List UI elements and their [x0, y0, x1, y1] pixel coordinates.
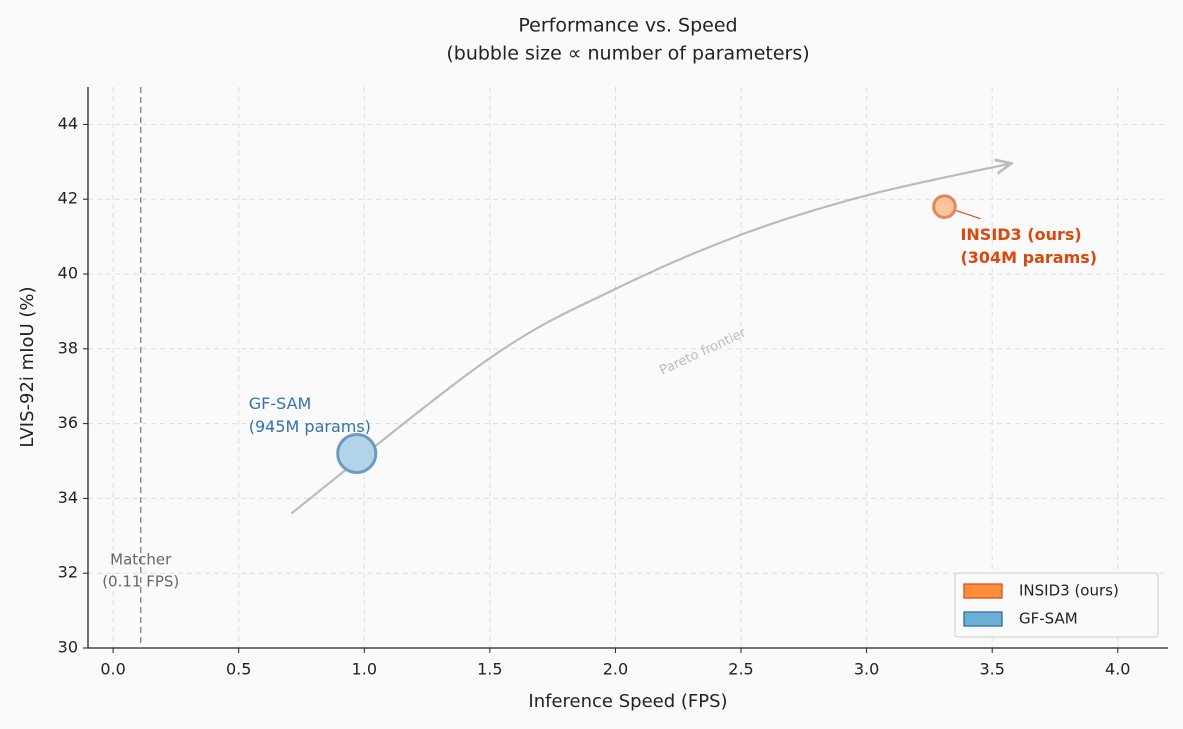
chart-subtitle: (bubble size ∝ number of parameters) [446, 43, 809, 65]
x-axis-label: Inference Speed (FPS) [528, 691, 727, 712]
y-tick-label: 40 [58, 264, 78, 283]
legend-box [954, 572, 1159, 638]
reference-label: Matcher [110, 551, 172, 569]
reference-label: (0.11 FPS) [102, 573, 179, 591]
frontier-label: Pareto frontier [658, 325, 750, 378]
x-tick-label: 0.0 [100, 660, 125, 679]
bubble-annotation: (304M params) [960, 248, 1097, 267]
bubble-annotation: GF-SAM [249, 394, 312, 413]
legend-label: GF-SAM [1019, 610, 1078, 628]
y-tick-label: 44 [58, 114, 78, 133]
x-tick-label: 2.0 [603, 660, 628, 679]
pareto-frontier [290, 164, 1009, 515]
x-tick-label: 1.5 [477, 660, 502, 679]
legend-swatch [963, 583, 1003, 599]
chart-title: Performance vs. Speed [518, 15, 737, 37]
legend-swatch [963, 611, 1003, 627]
legend-label: INSID3 (ours) [1019, 582, 1119, 600]
x-tick-label: 4.0 [1105, 660, 1130, 679]
y-tick-label: 36 [58, 413, 78, 432]
x-tick-label: 3.5 [979, 660, 1004, 679]
x-tick-label: 0.5 [226, 660, 251, 679]
x-tick-label: 2.5 [728, 660, 753, 679]
y-tick-label: 30 [58, 638, 78, 657]
bubble [932, 194, 957, 219]
x-tick-label: 3.0 [854, 660, 879, 679]
y-tick-label: 32 [58, 563, 78, 582]
y-tick-label: 38 [58, 338, 78, 357]
y-tick-label: 42 [58, 189, 78, 208]
y-axis-label: LVIS-92i mIoU (%) [17, 286, 38, 447]
x-tick-label: 1.0 [352, 660, 377, 679]
y-tick-label: 34 [58, 488, 78, 507]
bubble-annotation: INSID3 (ours) [960, 225, 1081, 244]
bubble-annotation: (945M params) [249, 417, 371, 436]
bubble [336, 432, 378, 475]
